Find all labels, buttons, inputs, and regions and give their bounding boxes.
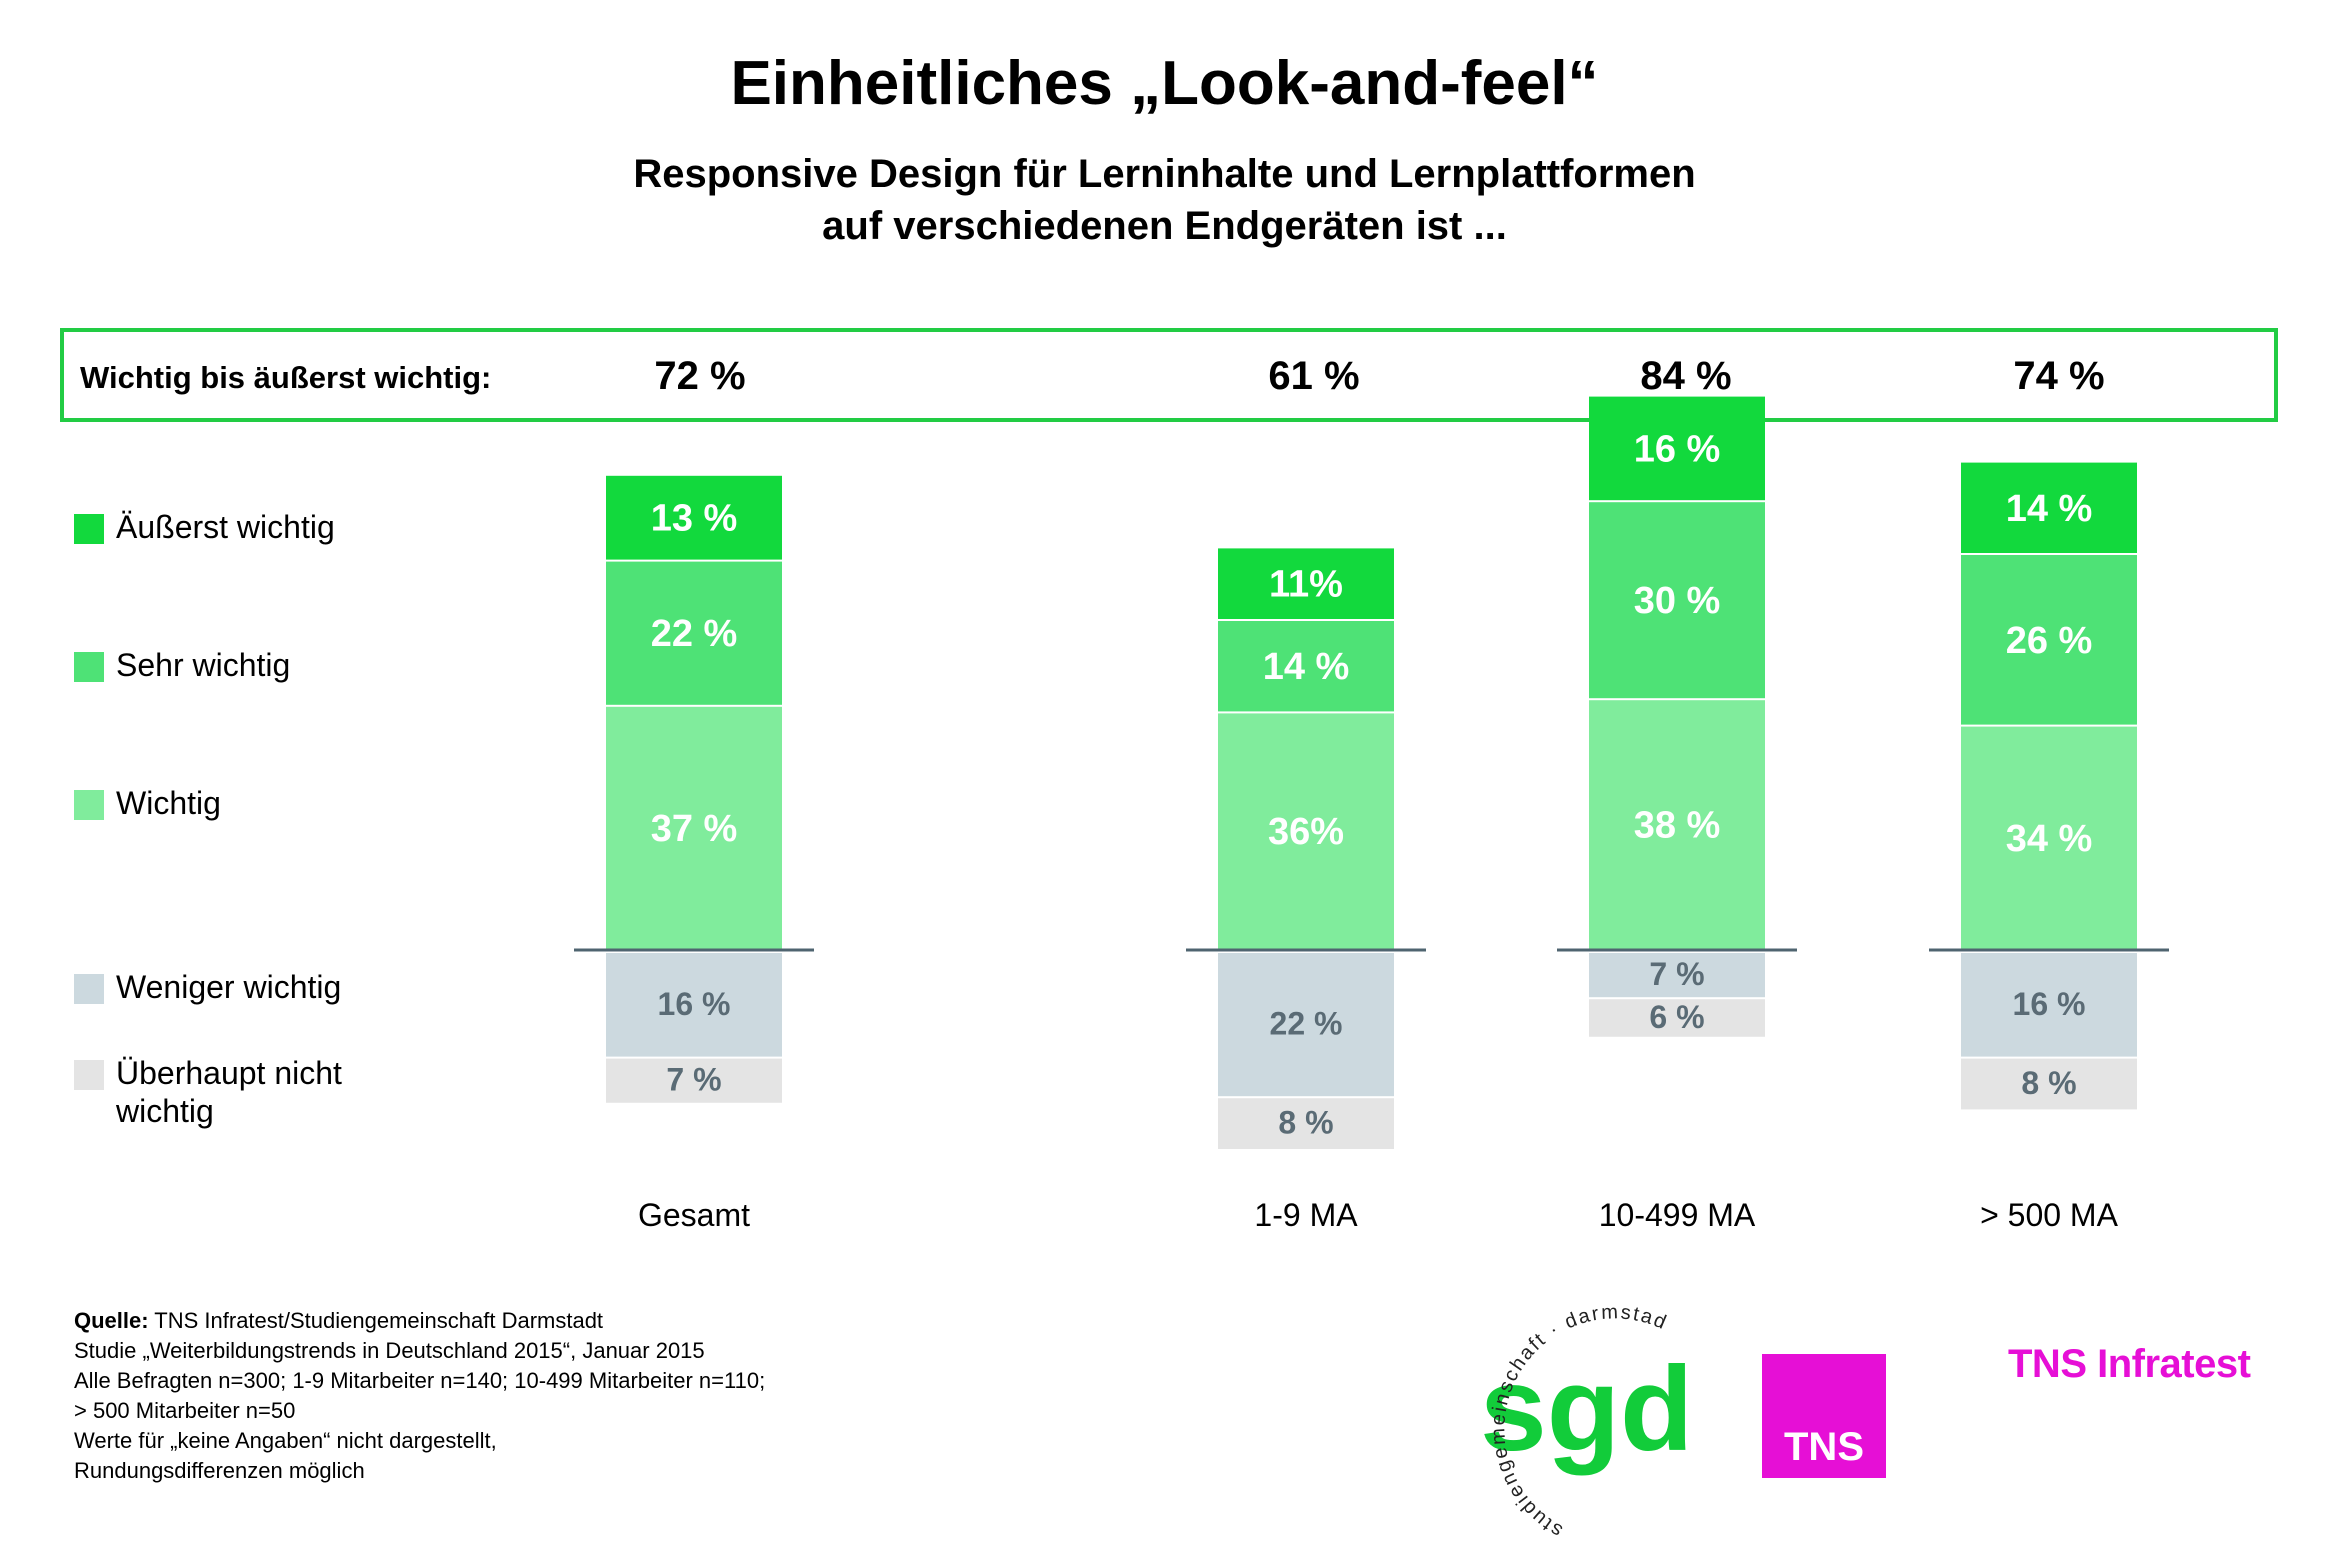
footer-source-label: Quelle: — [74, 1308, 149, 1333]
subtitle: Responsive Design für Lerninhalte und Le… — [0, 148, 2329, 252]
summary-box: Wichtig bis äußerst wichtig: 72 % 61 % 8… — [60, 328, 2278, 422]
bar-segment — [1218, 953, 1394, 1097]
legend-label: Äußerst wichtig — [116, 509, 335, 545]
legend-swatch — [74, 514, 104, 544]
bar-segment — [606, 561, 782, 705]
data-label: 34 % — [2006, 818, 2093, 860]
data-label: 37 % — [651, 808, 738, 850]
data-label: 8 % — [2021, 1065, 2076, 1101]
subtitle-line-1: Responsive Design für Lerninhalte und Le… — [633, 152, 1696, 196]
data-label: 16 % — [658, 986, 731, 1022]
tns-logo-box-text: TNS — [1784, 1425, 1864, 1469]
data-label: 7 % — [666, 1062, 721, 1098]
bar-segment — [1589, 396, 1765, 501]
data-label: 8 % — [1278, 1105, 1333, 1141]
data-label: 7 % — [1649, 956, 1704, 992]
bar-segment — [1589, 502, 1765, 699]
category-label: 10-499 MA — [1599, 1197, 1756, 1233]
data-label: 36% — [1268, 811, 1344, 853]
bar-segment — [606, 706, 782, 949]
sgd-logo-text: sgd — [1480, 1342, 1693, 1476]
footer-line: > 500 Mitarbeiter n=50 — [74, 1398, 296, 1423]
bar-segment — [1218, 621, 1394, 712]
data-label: 26 % — [2006, 620, 2093, 662]
data-label: 16 % — [2013, 986, 2086, 1022]
legend-label: Sehr wichtig — [116, 647, 291, 683]
footer-line: Rundungsdifferenzen möglich — [74, 1458, 365, 1483]
category-label: > 500 MA — [1980, 1197, 2119, 1233]
bar-segment — [1589, 953, 1765, 998]
category-label: 1-9 MA — [1254, 1197, 1358, 1233]
footer-line: Studie „Weiterbildungstrends in Deutschl… — [74, 1338, 705, 1363]
legend-label-line-2: wichtig — [116, 1093, 214, 1129]
summary-label: Wichtig bis äußerst wichtig: — [80, 360, 492, 395]
legend-swatch — [74, 652, 104, 682]
data-label: 13 % — [651, 498, 738, 540]
data-label: 38 % — [1634, 805, 1721, 847]
category-label: Gesamt — [638, 1197, 750, 1233]
bar-segment — [1218, 548, 1394, 619]
bar-segment — [606, 953, 782, 1057]
legend-swatch — [74, 790, 104, 820]
summary-value-1-9: 61 % — [1268, 354, 1360, 398]
data-label: 14 % — [2006, 488, 2093, 530]
data-label: 11% — [1269, 564, 1343, 606]
page-title: Einheitliches „Look-and-feel“ — [730, 49, 1599, 118]
footer-line: Werte für „keine Angaben“ nicht dargeste… — [74, 1428, 497, 1453]
bar-segment — [1589, 999, 1765, 1037]
footer-line: Alle Befragten n=300; 1-9 Mitarbeiter n=… — [74, 1368, 766, 1393]
bar-segment — [1961, 953, 2137, 1057]
bar-segment — [1218, 713, 1394, 949]
legend-swatch — [74, 974, 104, 1004]
data-label: 14 % — [1263, 646, 1350, 688]
summary-value-gesamt: 72 % — [654, 354, 746, 398]
bar-segment — [606, 1058, 782, 1103]
data-label: 22 % — [1270, 1006, 1343, 1042]
legend-swatch — [74, 1060, 104, 1090]
bar-segment — [1218, 1098, 1394, 1149]
subtitle-line-2: auf verschiedenen Endgeräten ist ... — [822, 204, 1507, 248]
tns-logo-box: TNS — [1762, 1354, 1886, 1478]
bar-segment — [1961, 1058, 2137, 1110]
bar-segment — [606, 475, 782, 560]
summary-value-500plus: 74 % — [2013, 354, 2105, 398]
legend-label: Überhaupt nicht wichtig — [116, 1054, 342, 1130]
bar-segment — [1961, 726, 2137, 949]
bar-segment — [1961, 555, 2137, 725]
tns-infratest-logo-text: TNS Infratest — [2008, 1342, 2251, 1386]
footer-notes: Quelle: TNS Infratest/Studiengemeinschaf… — [74, 1306, 765, 1486]
bar-segment — [1589, 700, 1765, 949]
data-label: 22 % — [651, 613, 738, 655]
data-label: 30 % — [1634, 580, 1721, 622]
data-label: 6 % — [1649, 999, 1704, 1035]
bar-segment — [1961, 462, 2137, 553]
footer-source: Quelle: TNS Infratest/Studiengemeinschaf… — [74, 1306, 765, 1336]
legend-label: Wichtig — [116, 785, 221, 821]
data-label: 16 % — [1634, 428, 1721, 470]
legend-label: Weniger wichtig — [116, 969, 342, 1005]
summary-value-10-499: 84 % — [1640, 354, 1732, 398]
sgd-logo: sgd studiengemeinschaft · darmstadt — [1410, 1300, 1693, 1540]
legend-label-line-1: Überhaupt nicht — [116, 1055, 342, 1091]
footer-source-text: TNS Infratest/Studiengemeinschaft Darmst… — [148, 1308, 604, 1333]
